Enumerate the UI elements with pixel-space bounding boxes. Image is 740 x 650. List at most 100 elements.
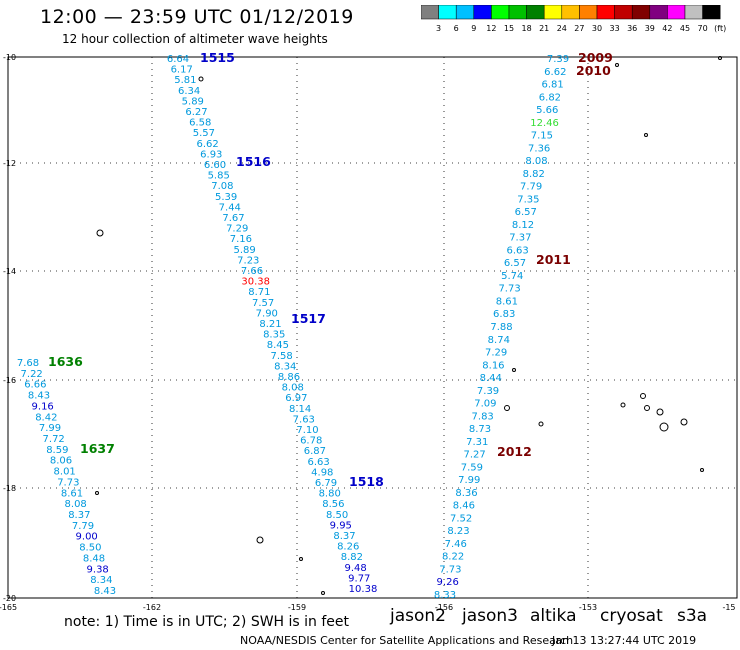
wave-height-value: 7.37 xyxy=(509,233,531,244)
island xyxy=(644,405,650,411)
wave-height-value: 6.81 xyxy=(541,80,563,91)
colorbar-swatch xyxy=(596,5,615,20)
wave-height-value: 7.08 xyxy=(211,181,233,192)
legend-cryosat: cryosat xyxy=(600,606,663,626)
colorbar-swatch xyxy=(543,5,563,20)
colorbar-label: 12 xyxy=(486,24,496,33)
island xyxy=(615,63,619,67)
lon-tick-label: -159 xyxy=(288,603,306,612)
lon-tick-label: -165 xyxy=(0,603,17,612)
colorbar-label: 21 xyxy=(539,24,549,33)
island xyxy=(299,557,303,561)
wave-height-value: 8.45 xyxy=(267,340,289,351)
colorbar-swatch xyxy=(579,5,598,20)
wave-height-value: 8.34 xyxy=(90,575,112,586)
legend-jason2: jason2 xyxy=(390,606,446,626)
islands xyxy=(95,56,722,595)
island xyxy=(96,229,104,237)
lon-tick-label: -15 xyxy=(722,603,735,612)
wave-height-value: 7.68 xyxy=(17,358,39,369)
wave-height-value: 6.58 xyxy=(189,118,211,129)
wave-height-value: 7.46 xyxy=(445,539,467,550)
wave-height-value: 7.35 xyxy=(517,194,539,205)
wave-height-value: 7.59 xyxy=(461,462,483,473)
wave-height-value: 7.73 xyxy=(498,284,520,295)
colorbar-swatch xyxy=(684,5,703,20)
colorbar-label: 33 xyxy=(610,24,620,33)
axis-ticks: -165 -162 -159 -156 -153 -15 -10 -12 -14 -16 -18 -2… xyxy=(0,53,736,612)
colorbar-label: 15 xyxy=(504,24,514,33)
wave-height-value: 7.22 xyxy=(21,369,43,380)
wave-height-value: 8.01 xyxy=(54,467,76,478)
wave-height-value: 5.66 xyxy=(536,105,558,116)
wave-height-value: 9.38 xyxy=(87,564,109,575)
wave-height-value: 6.93 xyxy=(200,149,222,160)
colorbar-swatch xyxy=(702,5,721,20)
wave-height-value: 8.35 xyxy=(263,330,285,341)
wave-height-value: 7.10 xyxy=(296,425,318,436)
wave-height-value: 8.56 xyxy=(322,499,344,510)
wave-height-value: 10.38 xyxy=(349,584,378,595)
wave-height-value: 6.64 xyxy=(167,54,189,65)
wave-height-value: 6.62 xyxy=(196,139,218,150)
wave-height-value: 7.31 xyxy=(466,437,488,448)
wave-height-value: 9.95 xyxy=(330,520,352,531)
colorbar-label: 70 xyxy=(698,24,708,33)
wave-height-value: 8.82 xyxy=(341,552,363,563)
wave-height-value: 7.73 xyxy=(439,564,461,575)
colorbar: 3 6 9 12 15 18 21 24 27 30 33 36 39 42 45 70 (ft) xyxy=(421,5,726,33)
wave-height-value: 7.39 xyxy=(477,386,499,397)
wave-height-value: 7.72 xyxy=(43,434,65,445)
wave-height-value: 8.14 xyxy=(289,404,311,415)
wave-height-value: 5.39 xyxy=(215,192,237,203)
pass-number-label: 1516 xyxy=(236,154,271,169)
wave-height-value: 8.42 xyxy=(35,412,57,423)
altimeter-tracks: 6.646.175.816.345.896.276.585.576.626.93… xyxy=(17,54,569,601)
lon-tick-label: -156 xyxy=(435,603,453,612)
colorbar-swatch xyxy=(455,5,475,20)
wave-height-value: 5.74 xyxy=(501,271,523,282)
pass-number-label: 2011 xyxy=(536,252,571,267)
wave-height-value: 8.80 xyxy=(319,489,341,500)
colorbar-label: 36 xyxy=(627,24,637,33)
wave-height-value: 7.57 xyxy=(252,298,274,309)
pass-number-label: 1518 xyxy=(349,474,384,489)
wave-height-value: 6.78 xyxy=(300,436,322,447)
wave-height-value: 5.89 xyxy=(233,245,255,256)
colorbar-label: 24 xyxy=(557,24,567,33)
wave-height-value: 7.90 xyxy=(256,308,278,319)
wave-height-value: 4.98 xyxy=(311,467,333,478)
wave-height-value: 6.27 xyxy=(185,107,207,118)
wave-height-value: 8.37 xyxy=(68,510,90,521)
wave-height-value: 7.29 xyxy=(226,224,248,235)
colorbar-label: 3 xyxy=(436,24,441,33)
wave-height-value: 8.22 xyxy=(442,552,464,563)
island xyxy=(656,408,664,416)
pass-number-label: 1637 xyxy=(80,441,115,456)
wave-height-value: 7.63 xyxy=(293,414,315,425)
map-title: 12:00 — 23:59 UTC 01/12/2019 xyxy=(40,6,354,28)
wave-height-value: 8.46 xyxy=(453,501,475,512)
wave-height-value: 8.08 xyxy=(65,499,87,510)
credit-text: NOAA/NESDIS Center for Satellite Applica… xyxy=(240,634,574,647)
wave-height-value: 8.50 xyxy=(326,510,348,521)
legend-altika: altika xyxy=(530,606,577,626)
island xyxy=(644,133,648,137)
wave-height-value: 6.66 xyxy=(24,380,46,391)
colorbar-swatch xyxy=(649,5,668,20)
colorbar-swatch xyxy=(667,5,686,20)
wave-height-value: 8.43 xyxy=(94,586,116,597)
lat-tick-label: -20 xyxy=(3,594,16,603)
wave-height-value: 9.16 xyxy=(32,401,54,412)
colorbar-swatch xyxy=(614,5,633,20)
colorbar-label: 27 xyxy=(574,24,584,33)
wave-height-value: 7.99 xyxy=(458,475,480,486)
wave-height-value: 8.08 xyxy=(282,383,304,394)
wave-height-value: 8.82 xyxy=(523,169,545,180)
lon-tick-label: -153 xyxy=(579,603,597,612)
colorbar-label: (ft) xyxy=(714,24,726,33)
colorbar-swatch xyxy=(421,5,439,20)
wave-height-value: 8.48 xyxy=(83,553,105,564)
colorbar-swatch xyxy=(561,5,580,20)
